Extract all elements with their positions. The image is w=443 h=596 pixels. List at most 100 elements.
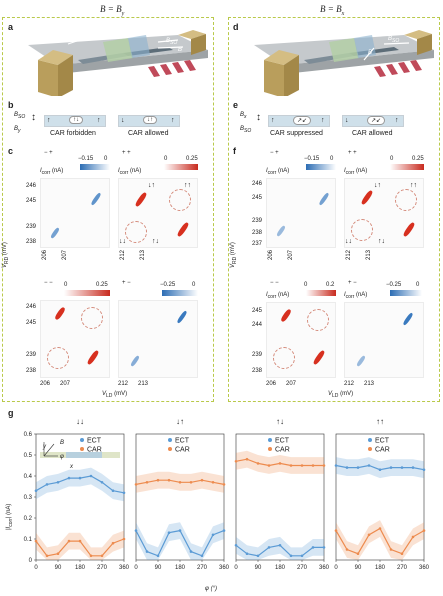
data-point-car [134, 483, 138, 486]
right-condition-title: B = Bx [320, 4, 345, 17]
panel-label-c: c [8, 146, 14, 156]
xlabel-c: VLD (mV) [102, 391, 128, 400]
chart-title-3: ↑↑ [376, 417, 384, 426]
sign-f-tr: + + [348, 150, 357, 156]
data-point-ect [311, 546, 315, 549]
ytick-c-1: 246 [26, 183, 37, 189]
colorbar-c-br [162, 290, 198, 296]
data-point-ect [367, 464, 371, 467]
xtick-label: 360 [319, 565, 330, 571]
panel-label-d: d [233, 22, 239, 32]
data-point-car [356, 552, 360, 555]
legend-label: ECT [87, 437, 102, 444]
arrow-vertical-b: ↕ [31, 112, 36, 123]
legend-label: ECT [175, 437, 190, 444]
xlabel-f: VLD (mV) [328, 391, 354, 400]
colorbar-f-br [390, 290, 422, 296]
data-point-ect [111, 489, 115, 492]
panel-label-a: a [8, 22, 14, 32]
ytick-c-b-4: 238 [26, 368, 37, 374]
data-point-car [222, 483, 226, 486]
data-point-car [100, 554, 104, 558]
data-point-ect [267, 546, 271, 549]
xtick-c-top-1: 206 [42, 249, 49, 261]
data-point-car [378, 527, 382, 530]
legend-marker-ect [368, 438, 372, 442]
xtick-label: 270 [197, 565, 208, 571]
spin-label-f-a: ↓↑ [374, 182, 381, 189]
colorbar-c-tr [164, 164, 198, 170]
data-point-car [167, 478, 171, 482]
xtick-label: 90 [355, 565, 362, 571]
data-point-car [300, 464, 304, 467]
cbar-min-f-bl: 0 [304, 282, 308, 288]
data-point-ect [278, 544, 282, 547]
panel-label-g: g [8, 408, 14, 418]
ytick-c-4: 238 [26, 239, 37, 245]
field-label-b-d: B [368, 50, 373, 56]
state-box-right-b: ↓ ↓↑ ↑ [118, 115, 180, 127]
data-point-car [345, 548, 349, 551]
colorbar-f-bl [306, 290, 336, 296]
cbar-label-f-bl: Icorr (nA) [266, 292, 290, 301]
ytick-c-b-2: 245 [26, 320, 37, 326]
data-point-car [34, 539, 38, 543]
ytick-c-b-1: 246 [26, 304, 37, 310]
inset-bar-seg [102, 452, 120, 458]
cbar-max-c-br: 0 [192, 282, 196, 288]
cbar-max-f-bl: 0.2 [326, 282, 335, 288]
sign-c-tr: + + [122, 150, 131, 156]
left-condition-title: B = By [100, 4, 125, 17]
ylabel-f: VRD (mV) [230, 242, 239, 268]
field-label-bso-a: BSO [166, 38, 178, 47]
bso-arrow-label-e: BSO [240, 126, 252, 135]
spin-label-c-c: ↓↓ [119, 238, 126, 245]
data-point-ect [422, 468, 426, 471]
ytick-f-5: 237 [252, 241, 263, 247]
data-point-car [45, 554, 49, 558]
caption-car-forbidden: CAR forbidden [50, 130, 96, 137]
xtick-c-top-2: 207 [62, 249, 69, 261]
xtick-label: 180 [275, 565, 286, 571]
ytick-c-3: 239 [26, 224, 37, 230]
heatmap-c-tl [40, 178, 110, 248]
data-point-ect [167, 531, 171, 534]
spin-label-f-d: ↑↓ [378, 238, 385, 245]
xtick-f-2: 207 [286, 381, 297, 387]
cbar-min-f-tr: 0 [390, 156, 394, 162]
legend-label: CAR [175, 446, 190, 453]
data-point-car [78, 539, 82, 543]
panel-label-b: b [8, 100, 14, 110]
data-point-car [422, 529, 426, 532]
xtick-label: 360 [119, 565, 130, 571]
spin-label-c-d: ↑↓ [152, 238, 159, 245]
caption-car-allowed-b: CAR allowed [128, 130, 169, 137]
sign-f-br: + − [348, 280, 357, 286]
heatmap-c-tr [118, 178, 198, 248]
field-label-b-a: B [178, 47, 183, 53]
data-point-ect [334, 464, 338, 467]
data-point-ect [245, 552, 249, 555]
xtick-f-top-4: 213 [366, 249, 373, 261]
by-arrow-label-b: By [14, 126, 21, 135]
data-point-ect [222, 529, 226, 532]
data-point-ect [300, 554, 304, 558]
spin-label-c-a: ↓↑ [148, 182, 155, 189]
heatmap-f-tl [266, 178, 336, 248]
axis-z-label-d: z [308, 25, 311, 31]
legend-label: CAR [275, 446, 290, 453]
heatmap-c-br [118, 300, 198, 378]
spin-label-f-c: ↓↓ [345, 238, 352, 245]
data-point-car [111, 541, 115, 545]
data-point-ect [89, 474, 93, 478]
data-point-car [234, 460, 238, 463]
chart-title-1: ↓↑ [176, 417, 184, 426]
ytick-label: 0.5 [24, 453, 33, 459]
sign-c-tl: − + [44, 150, 53, 156]
state-box-left-e: ↑ ↗↙ ↑ [268, 115, 330, 127]
xtick-label: 0 [34, 565, 38, 571]
legend-marker-car [168, 447, 172, 451]
xtick-label: 90 [55, 565, 62, 571]
xtick-f-3: 212 [344, 381, 355, 387]
cbar-label-c-tl: Icorr (nA) [40, 168, 64, 177]
